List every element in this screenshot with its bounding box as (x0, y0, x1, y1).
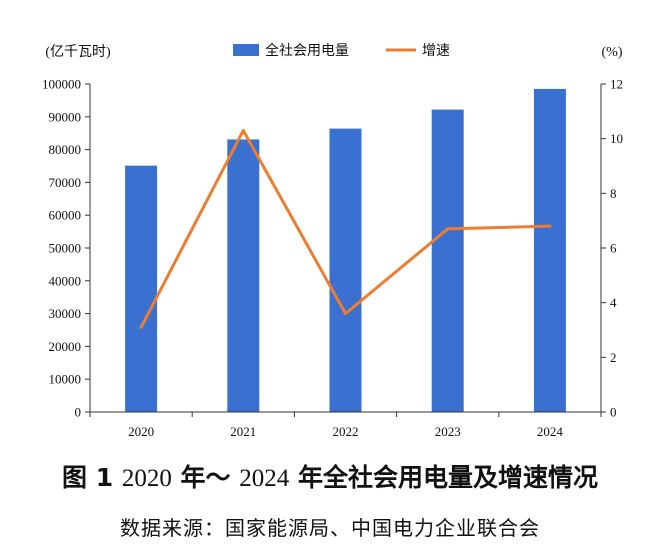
growth-point-2021 (241, 128, 245, 132)
figure-year-end: 2024 (239, 465, 290, 492)
y-left-tick-label: 60000 (49, 208, 82, 223)
plot-area: 0 10000 20000 30000 40000 50000 60000 70000 8000… (42, 77, 623, 440)
bar-2021 (227, 139, 260, 412)
growth-point-2024 (548, 224, 552, 228)
y-left-tick-label: 80000 (49, 142, 82, 157)
y-left-tick-label: 40000 (49, 273, 82, 288)
y-left-tick-label: 70000 (49, 175, 82, 190)
x-tick-label-2020: 2020 (128, 424, 154, 439)
bar-2024 (533, 88, 566, 413)
y-left-tick-label: 50000 (49, 241, 82, 256)
y-right-tick-label: 12 (610, 77, 623, 92)
bar-2022 (329, 128, 362, 412)
y-right-axis-title: (%) (602, 45, 623, 60)
data-source: 数据来源：国家能源局、中国电力企业联合会 (120, 516, 540, 540)
figure-title: 图 1 2020 年～ 2024 年全社会用电量及增速情况 (0, 458, 660, 494)
bar-2023 (431, 109, 464, 413)
y-right-tick-label: 2 (610, 350, 617, 365)
figure-year-start: 2020 (121, 465, 172, 492)
y-left-tick-label: 90000 (49, 109, 82, 124)
figure-title-text: 年全社会用电量及增速情况 (289, 463, 598, 492)
legend: 全社会用电量 增速 (233, 42, 450, 59)
y-right-tick-label: 4 (610, 295, 617, 310)
y-right-tick-label: 0 (610, 405, 617, 420)
x-tick-label-2022: 2022 (333, 424, 359, 439)
bar-2020 (125, 165, 158, 412)
y-left-tick-label: 100000 (42, 77, 81, 92)
legend-bar-swatch (233, 44, 259, 56)
x-tick-label-2023: 2023 (435, 424, 461, 439)
growth-point-2020 (139, 325, 143, 329)
electricity-chart: (亿千瓦时) (%) 全社会用电量 增速 0100002000030000400… (42, 42, 623, 440)
growth-point-2023 (446, 227, 450, 231)
x-tick-label-2021: 2021 (230, 424, 256, 439)
figure-number: 图 1 (62, 463, 114, 492)
y-left-tick-label: 0 (75, 405, 82, 420)
legend-line-label: 增速 (422, 43, 450, 59)
x-tick-label-2024: 2024 (537, 424, 564, 439)
y-left-axis-title: (亿千瓦时) (45, 44, 111, 60)
y-left-tick-label: 10000 (49, 372, 82, 387)
growth-point-2022 (344, 312, 347, 316)
y-left-tick-label: 30000 (49, 306, 82, 321)
y-left-tick-label: 20000 (49, 339, 82, 354)
y-right-tick-label: 10 (610, 131, 623, 146)
legend-bar-label: 全社会用电量 (265, 42, 349, 59)
y-right-tick-label: 8 (610, 186, 617, 201)
figure-year-mid: 年～ (171, 463, 240, 492)
y-right-tick-label: 6 (610, 241, 617, 256)
